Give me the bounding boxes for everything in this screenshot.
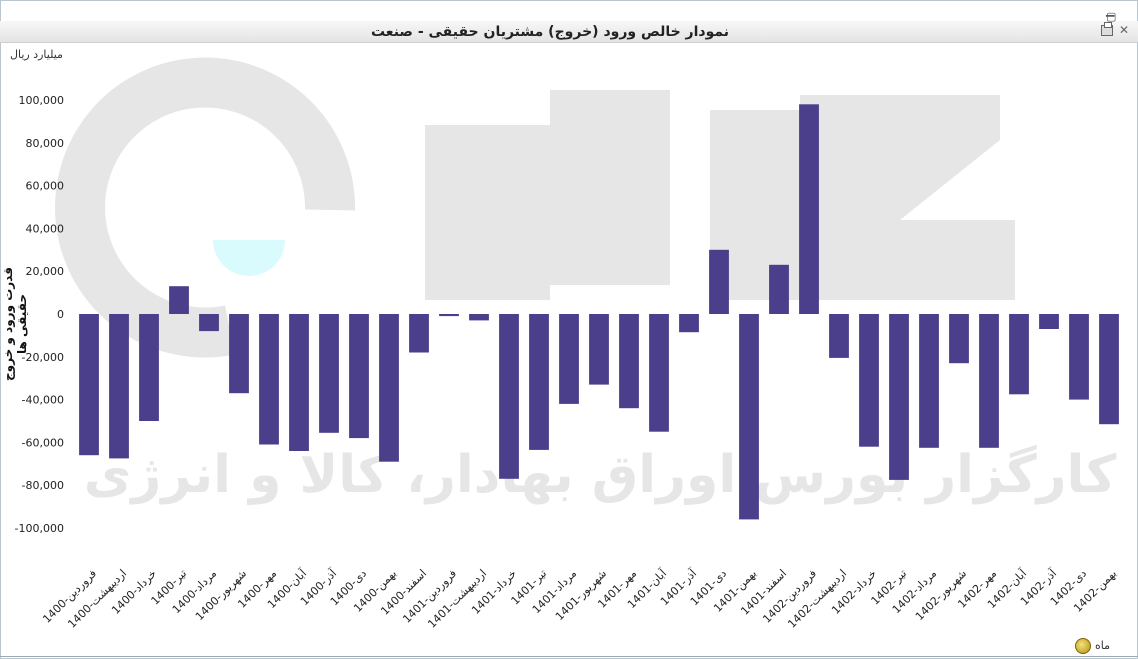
- watermark-block-1: [425, 125, 550, 300]
- minimize-icon[interactable]: ▁: [1106, 4, 1115, 17]
- bar[interactable]: [619, 314, 639, 409]
- bar[interactable]: [829, 314, 849, 358]
- bar[interactable]: [199, 314, 219, 332]
- y-axis-label: قدرت ورود و خروج حقیقی ها: [1, 267, 29, 381]
- bar[interactable]: [529, 314, 549, 450]
- bar[interactable]: [169, 286, 189, 314]
- bar[interactable]: [379, 314, 399, 462]
- bar[interactable]: [739, 314, 759, 520]
- y-tick-label: 0: [57, 308, 64, 321]
- watermark-text: کارگزار بورس اوراق بهادار، کالا و انرژی: [84, 444, 1117, 505]
- bars: [79, 104, 1119, 520]
- y-tick-label: -100,000: [15, 522, 64, 535]
- bar[interactable]: [79, 314, 99, 456]
- bar[interactable]: [769, 264, 789, 314]
- bar[interactable]: [499, 314, 519, 479]
- print-icon[interactable]: [1101, 22, 1113, 36]
- title-bar: [0, 21, 1138, 43]
- bottom-border: [0, 656, 1138, 657]
- y-axis: 100,000 80,000 60,000 40,000 20,000 0 -20,000 -…: [15, 94, 64, 535]
- bar[interactable]: [649, 314, 669, 432]
- bar[interactable]: [979, 314, 999, 448]
- bar[interactable]: [289, 314, 309, 451]
- watermark-logo: کارگزار بورس اوراق بهادار، کالا و انرژی: [55, 57, 1117, 505]
- bar[interactable]: [409, 314, 429, 353]
- watermark-block-4: [800, 95, 1015, 300]
- bar[interactable]: [1039, 314, 1059, 329]
- bar[interactable]: [109, 314, 129, 459]
- close-icon[interactable]: ✕: [1119, 23, 1130, 37]
- x-axis: 1400-فروردین1400-اردیبهشت1400-خرداد1400-…: [40, 566, 1119, 631]
- chart-title: نمودار خالص ورود (خروج) مشتریان حقیقی - …: [370, 24, 730, 40]
- watermark-block-2: [550, 90, 670, 285]
- bar[interactable]: [949, 314, 969, 364]
- bar[interactable]: [259, 314, 279, 445]
- y-tick-label: 40,000: [26, 222, 65, 235]
- y-tick-label: 20,000: [26, 265, 65, 278]
- y-tick-label: 100,000: [19, 94, 65, 107]
- watermark-block-3: [710, 110, 800, 300]
- bar[interactable]: [139, 314, 159, 421]
- unit-label: میلیارد ریال: [10, 48, 63, 61]
- bar[interactable]: [589, 314, 609, 385]
- x-axis-label: ماه: [1095, 639, 1111, 652]
- bar[interactable]: [709, 249, 729, 314]
- bar[interactable]: [1009, 314, 1029, 395]
- refresh-icon[interactable]: [1075, 638, 1091, 654]
- y-tick-label: 80,000: [26, 137, 65, 150]
- watermark-cyan-accent: [213, 240, 285, 276]
- bar[interactable]: [349, 314, 369, 439]
- y-tick-label: -80,000: [22, 479, 64, 492]
- bar[interactable]: [439, 314, 459, 317]
- y-tick-label: -60,000: [22, 436, 64, 449]
- bar[interactable]: [469, 314, 489, 321]
- bar[interactable]: [889, 314, 909, 480]
- bar[interactable]: [859, 314, 879, 447]
- bar[interactable]: [919, 314, 939, 448]
- bar[interactable]: [319, 314, 339, 433]
- watermark-ring: [55, 57, 356, 358]
- bar[interactable]: [799, 104, 819, 314]
- bar[interactable]: [229, 314, 249, 394]
- y-tick-label: 60,000: [26, 180, 65, 193]
- bar[interactable]: [1099, 314, 1119, 425]
- y-tick-label: -20,000: [22, 351, 64, 364]
- bar[interactable]: [559, 314, 579, 404]
- maximize-icon[interactable]: ▢: [1106, 10, 1117, 23]
- y-tick-label: -40,000: [22, 394, 64, 407]
- bar[interactable]: [679, 314, 699, 333]
- bar[interactable]: [1069, 314, 1089, 400]
